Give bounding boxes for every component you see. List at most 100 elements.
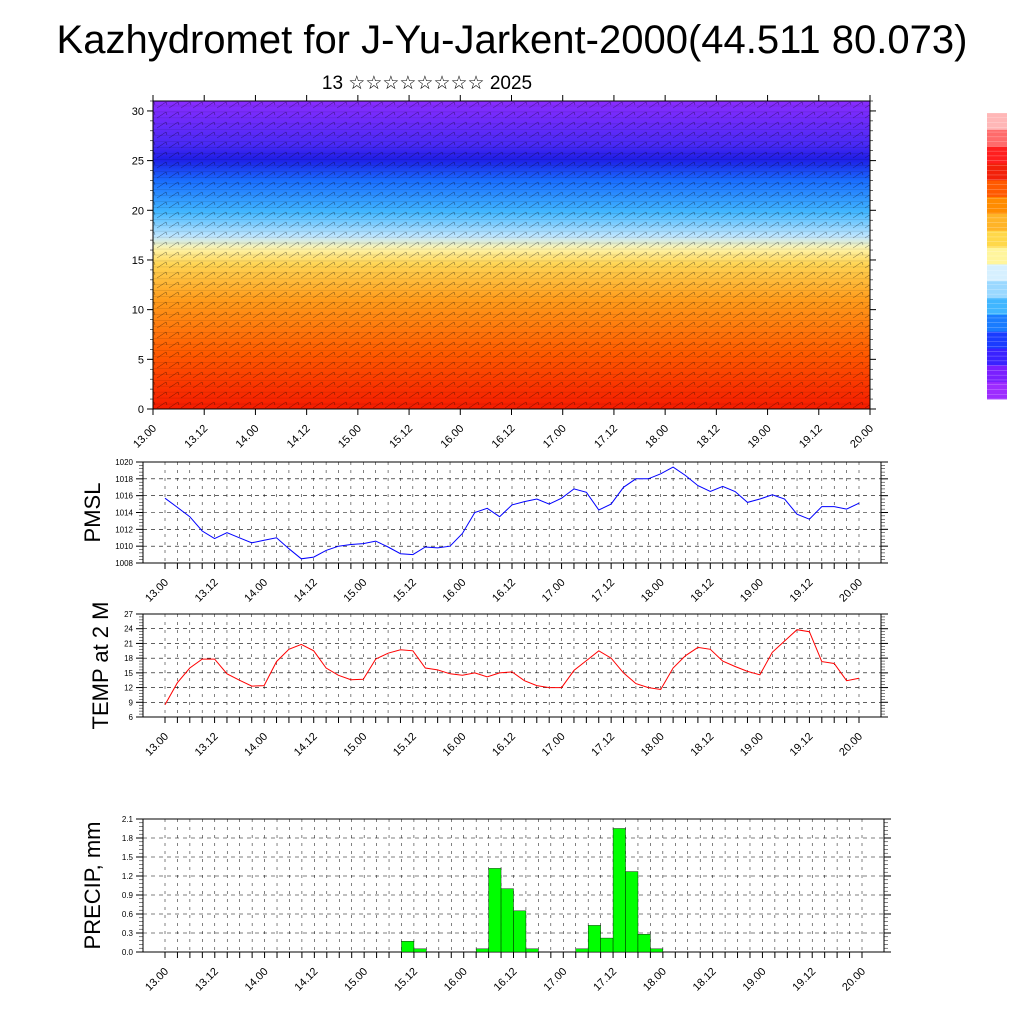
precip-bar: [575, 948, 589, 953]
x-tick-label: 15.12: [392, 966, 420, 994]
x-tick-label: 13.12: [193, 966, 221, 994]
y-tick-label: 18: [124, 654, 133, 663]
x-tick-label: 18.00: [643, 423, 671, 451]
heatmap-band-lines: [153, 105, 870, 405]
colorbar-swatch: [987, 348, 1007, 366]
series-line: [164, 466, 860, 560]
x-tick-label: 19.12: [788, 577, 816, 605]
x-tick-label: 19.00: [738, 731, 766, 759]
colorbar-swatch: [987, 113, 1007, 131]
x-tick-label: 15.12: [391, 577, 419, 605]
y-tick-label: 25: [132, 156, 144, 168]
x-tick-label: 19.00: [746, 423, 774, 451]
y-tick-label: 1.2: [122, 872, 134, 881]
colorbar-swatch: [987, 129, 1007, 148]
y-tick-label: 1016: [115, 492, 133, 501]
x-tick-label: 15.00: [341, 577, 369, 605]
panel-frame: [142, 613, 882, 718]
x-tick-label: 17.12: [591, 966, 619, 994]
x-tick-label: 16.12: [490, 731, 518, 759]
y-tick-label: 21: [124, 639, 133, 648]
y-tick-label: 0: [138, 404, 144, 416]
x-tick-label: 14.00: [234, 423, 262, 451]
x-tick-label: 18.12: [688, 577, 716, 605]
y-tick-label: 9: [129, 698, 134, 707]
x-tick-label: 15.12: [391, 731, 419, 759]
y-tick-label: 24: [124, 625, 133, 634]
x-tick-label: 16.00: [438, 423, 466, 451]
y-tick-label: 1.5: [122, 853, 134, 862]
y-tick-label: 27: [124, 610, 133, 619]
y-tick-label: 2.1: [122, 815, 134, 824]
chart-subtitle: 13 ☆☆☆☆☆☆☆☆ 2025: [321, 73, 533, 94]
precip-bar: [413, 948, 427, 953]
colorbar-swatch: [987, 146, 1007, 164]
colorbar-swatch: [987, 331, 1007, 350]
y-tick-label: 1020: [115, 458, 133, 467]
y-axis-label: PRECIP, mm: [80, 822, 105, 950]
y-tick-label: 0.6: [122, 910, 134, 919]
y-tick-label: 6: [129, 713, 134, 722]
x-tick-label: 17.00: [541, 966, 569, 994]
chart-title: Kazhydromet for J-Yu-Jarkent-2000(44.511…: [56, 18, 968, 62]
colorbar-swatch: [987, 247, 1007, 265]
x-tick-label: 15.00: [342, 966, 370, 994]
y-tick-label: 20: [132, 205, 144, 217]
x-tick-label: 18.00: [639, 577, 667, 605]
colorbar-swatch: [987, 180, 1007, 198]
x-tick-label: 16.00: [442, 966, 470, 994]
y-tick-label: 1010: [115, 542, 133, 551]
x-tick-label: 16.12: [490, 577, 518, 605]
x-tick-label: 20.00: [848, 423, 876, 451]
series-line: [164, 629, 860, 705]
x-tick-label: 19.00: [741, 966, 769, 994]
y-tick-label: 1014: [115, 509, 133, 518]
x-tick-label: 15.00: [341, 731, 369, 759]
x-tick-label: 18.12: [691, 966, 719, 994]
colorbar-swatch: [987, 230, 1007, 249]
y-tick-label: 12: [124, 684, 133, 693]
precip-bar: [625, 871, 639, 953]
x-tick-label: 17.12: [589, 731, 617, 759]
x-tick-label: 13.00: [143, 966, 171, 994]
colorbar-swatch: [987, 298, 1007, 316]
y-tick-label: 5: [138, 354, 144, 366]
y-tick-label: 0.3: [122, 929, 134, 938]
precip-bar: [500, 888, 514, 953]
precip-bar: [600, 937, 614, 953]
y-tick-label: 1018: [115, 475, 133, 484]
x-tick-label: 16.00: [441, 731, 469, 759]
x-tick-label: 19.00: [738, 577, 766, 605]
x-tick-label: 13.00: [143, 577, 171, 605]
y-axis-label: PMSL: [80, 483, 105, 543]
colorbar-swatch: [987, 197, 1007, 215]
precip-bar: [401, 941, 415, 953]
colorbar-swatch: [987, 382, 1007, 400]
precip-bar: [525, 948, 539, 953]
x-tick-label: 19.12: [790, 966, 818, 994]
precip-bar: [475, 948, 489, 953]
x-tick-label: 18.12: [695, 423, 723, 451]
x-tick-label: 19.12: [788, 731, 816, 759]
x-tick-label: 13.12: [193, 731, 221, 759]
x-tick-label: 19.12: [797, 423, 825, 451]
x-tick-label: 17.12: [589, 577, 617, 605]
y-tick-label: 0.9: [122, 891, 134, 900]
x-tick-label: 20.00: [837, 577, 865, 605]
x-tick-label: 15.12: [387, 423, 415, 451]
y-tick-label: 1012: [115, 525, 133, 534]
x-tick-label: 17.12: [592, 423, 620, 451]
x-tick-label: 14.12: [292, 577, 320, 605]
pmsl-panel: 1008 1010 1012 1014 1016 1018 1020 13.00 13.12 14…: [80, 458, 888, 605]
x-tick-label: 14.00: [242, 731, 270, 759]
colorbar: [987, 112, 1007, 400]
y-tick-label: 0.0: [122, 948, 134, 957]
x-tick-label: 13.12: [193, 577, 221, 605]
y-tick-label: 30: [132, 106, 144, 118]
precip-panel: 0.0 0.3 0.6 0.9 1.2 1.5 1.8 2.1 13.00 13.12 14.00 1…: [80, 815, 891, 994]
y-tick-label: 1.8: [122, 834, 134, 843]
precip-bar: [650, 948, 664, 953]
y-tick-label: 10: [132, 305, 144, 317]
x-tick-label: 17.00: [541, 423, 569, 451]
